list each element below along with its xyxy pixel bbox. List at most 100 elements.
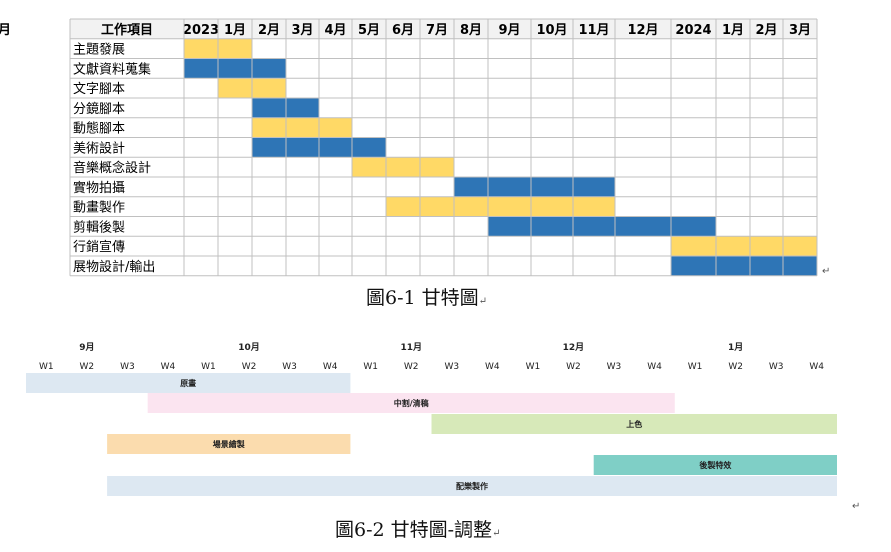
header-cell-label: 11月 — [578, 23, 609, 38]
header-cell-label: 4月 — [0, 23, 11, 38]
task-cell-5-4 — [286, 117, 319, 138]
header-cell-label: 1月 — [224, 23, 246, 38]
month-label: 1月 — [728, 342, 743, 353]
week-label: W1 — [688, 362, 703, 372]
month-label: 9月 — [79, 342, 94, 353]
task-cell-9-11 — [531, 196, 573, 217]
header-cell-label: 10月 — [536, 23, 567, 38]
task-bar-label: 配樂製作 — [456, 481, 488, 491]
task-cell-10-13 — [615, 216, 671, 237]
task-cell-8-9 — [454, 177, 488, 197]
task-cell-10-14 — [671, 216, 716, 237]
task-cell-11-14 — [671, 236, 716, 256]
task-cell-8-10 — [488, 177, 531, 197]
week-label: W4 — [161, 362, 176, 372]
task-cell-11-16 — [750, 236, 783, 256]
header-cell-label: 工作項目 — [101, 22, 153, 38]
task-cell-1-1 — [184, 38, 218, 59]
week-label: W4 — [323, 362, 338, 372]
header-cell-label: 2月 — [755, 23, 777, 38]
task-label: 文字腳本 — [73, 82, 125, 97]
task-bar-label: 原畫 — [180, 378, 196, 388]
task-cell-3-3 — [252, 78, 286, 98]
task-label: 文獻資料蒐集 — [73, 61, 151, 77]
task-bar — [26, 373, 351, 393]
task-bar — [107, 476, 838, 496]
task-label: 音樂概念設計 — [73, 160, 151, 176]
header-cell-label: 8月 — [460, 23, 482, 38]
header-cell-label: 2月 — [258, 23, 280, 38]
week-label: W3 — [444, 362, 459, 372]
header-cell-label: 1月 — [722, 23, 744, 38]
task-cell-5-5 — [319, 117, 352, 138]
task-label: 動態腳本 — [73, 121, 125, 137]
week-label: W1 — [201, 362, 216, 372]
week-label: W2 — [566, 362, 581, 372]
task-label: 實物拍攝 — [73, 180, 125, 196]
week-label: W3 — [120, 362, 135, 372]
task-cell-9-9 — [454, 196, 488, 217]
task-cell-2-3 — [252, 58, 286, 79]
week-label: W3 — [607, 362, 622, 372]
task-cell-3-2 — [218, 78, 252, 98]
week-label: W2 — [404, 362, 419, 372]
task-cell-10-12 — [573, 216, 615, 237]
task-cell-12-17 — [783, 256, 817, 276]
task-bar-label: 上色 — [626, 419, 642, 429]
task-cell-4-3 — [252, 98, 286, 118]
gantt-table-chart: 主題發展文獻資料蒐集文字腳本分鏡腳本動態腳本美術設計音樂概念設計實物拍攝動畫製作… — [0, 18, 818, 277]
header-cell-label: 12月 — [627, 23, 658, 38]
task-bar-label: 中割/清稿 — [394, 398, 429, 408]
week-label: W2 — [80, 362, 95, 372]
caption-return-mark: ↵ — [492, 528, 501, 539]
task-cell-10-10 — [488, 216, 531, 237]
caption-return-mark: ↵ — [478, 296, 488, 307]
week-label: W1 — [363, 362, 378, 372]
week-label: W3 — [769, 362, 784, 372]
task-cell-8-11 — [531, 177, 573, 197]
header-cell-label: 3月 — [291, 23, 313, 38]
table-header-background — [70, 19, 817, 39]
task-cell-8-12 — [573, 177, 615, 197]
gantt-timeline-chart: 9月 10月 11月 12月 1月 W1 W2 W3 W4 W1 W2 W3 W4 W1 W2 W3 W4 W1 W… — [26, 342, 838, 496]
task-cell-12-14 — [671, 256, 716, 276]
task-cell-7-7 — [386, 157, 420, 177]
task-label: 主題發展 — [73, 43, 125, 58]
task-cell-9-10 — [488, 196, 531, 217]
task-label: 剪輯後製 — [73, 219, 125, 235]
task-bar — [593, 455, 837, 475]
gantt-timeline-caption: 圖6-2 甘特圖-調整↵ — [335, 519, 501, 541]
gantt-table-caption: 圖6-1 甘特圖↵ — [366, 287, 488, 309]
week-label: W4 — [485, 362, 500, 372]
task-cell-6-6 — [352, 137, 386, 158]
week-label: W4 — [647, 362, 662, 372]
task-label: 展物設計/輸出 — [73, 259, 155, 275]
header-cell-label: 5月 — [358, 23, 380, 38]
week-label: W3 — [282, 362, 297, 372]
week-label: W2 — [242, 362, 257, 372]
header-cell-label: 6月 — [392, 23, 414, 38]
task-cell-11-17 — [783, 236, 817, 256]
week-label: W2 — [728, 362, 743, 372]
task-label: 動畫製作 — [73, 201, 125, 216]
header-cell-label: 4月 — [324, 23, 346, 38]
task-bar — [147, 393, 675, 413]
task-label: 美術設計 — [73, 140, 125, 156]
task-cell-12-16 — [750, 256, 783, 276]
task-bar-label: 後製特效 — [699, 460, 731, 470]
task-cell-6-4 — [286, 137, 319, 158]
task-cell-6-5 — [319, 137, 352, 158]
task-cell-7-6 — [352, 157, 386, 177]
task-cell-11-15 — [716, 236, 750, 256]
task-cell-12-15 — [716, 256, 750, 276]
task-cell-1-2 — [218, 38, 252, 59]
header-cell-label: 7月 — [426, 23, 448, 38]
paragraph-mark: ↵ — [822, 266, 831, 277]
task-cell-2-1 — [184, 58, 218, 79]
task-bar-label: 場景繪製 — [213, 439, 245, 449]
header-cell-label: 9月 — [498, 23, 520, 38]
task-cell-10-11 — [531, 216, 573, 237]
task-cell-9-12 — [573, 196, 615, 217]
task-cell-2-2 — [218, 58, 252, 79]
paragraph-mark: ↵ — [852, 501, 861, 512]
